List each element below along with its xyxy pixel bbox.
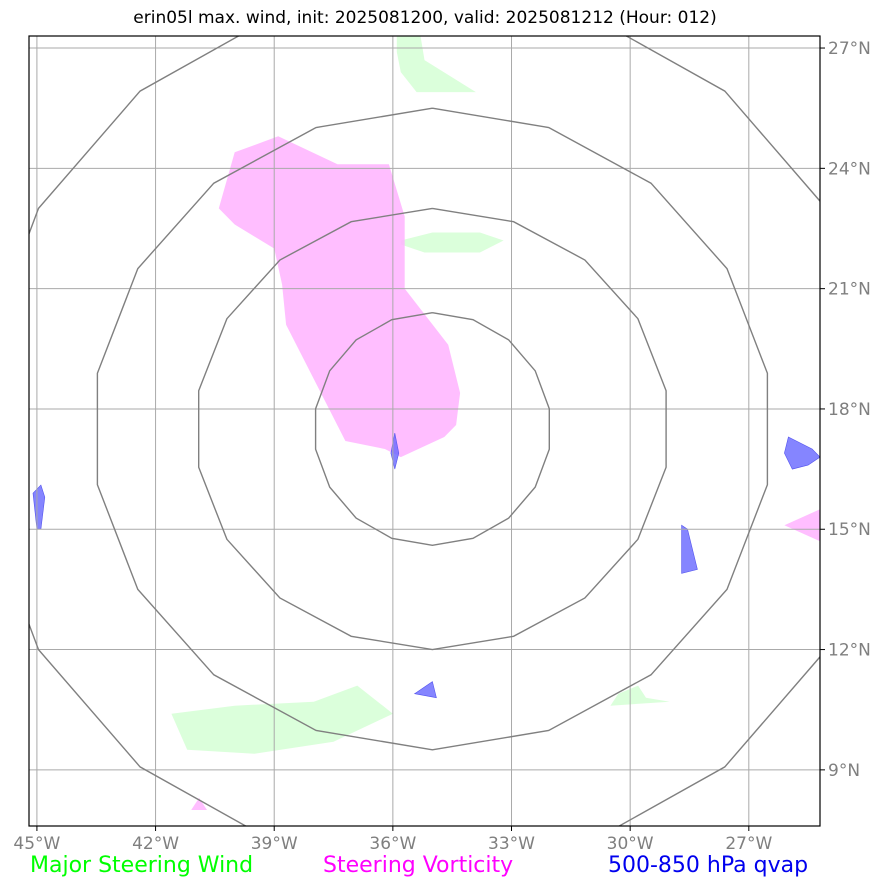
legend-steering-vorticity: Steering Vorticity [323, 853, 514, 878]
qvap-area [681, 524, 698, 574]
latitude-ticks: 27°N 24°N 21°N 18°N 15°N 12°N 9°N [820, 39, 871, 781]
x-tick-label: 45°W [13, 834, 60, 854]
x-tick-label: 36°W [369, 834, 416, 854]
map-title: erin05l max. wind, init: 2025081200, val… [133, 8, 717, 28]
x-tick-label: 27°W [725, 834, 772, 854]
longitude-ticks: 45°W 42°W 39°W 36°W 33°W 30°W 27°W [13, 826, 772, 854]
vorticity-area [191, 797, 207, 810]
map-frame [28, 35, 821, 827]
range-ring [314, 312, 550, 547]
qvap-area [784, 436, 820, 470]
vorticity-area [218, 136, 461, 458]
y-tick-label: 24°N [828, 159, 871, 179]
x-tick-label: 33°W [488, 834, 535, 854]
wind-area [171, 685, 393, 754]
y-tick-label: 21°N [828, 280, 871, 300]
qvap-area [413, 681, 437, 699]
y-tick-label: 12°N [828, 641, 871, 661]
range-ring [96, 107, 769, 751]
x-tick-label: 39°W [251, 834, 298, 854]
graticule [29, 36, 820, 826]
legend-qvap: 500-850 hPa qvap [608, 853, 809, 878]
features-layer [32, 36, 820, 810]
vorticity-area [784, 509, 820, 542]
range-ring [29, 36, 820, 826]
legend-steering-wind: Major Steering Wind [30, 853, 254, 878]
x-tick-label: 30°W [607, 834, 654, 854]
wind-area [610, 685, 670, 706]
y-tick-label: 18°N [828, 400, 871, 420]
x-tick-label: 42°W [132, 834, 179, 854]
range-rings [29, 36, 820, 826]
y-tick-label: 27°N [828, 39, 871, 59]
y-tick-label: 9°N [828, 761, 860, 781]
qvap-area [32, 484, 46, 530]
wind-area [396, 36, 476, 93]
range-ring [197, 207, 667, 651]
wind-area [400, 232, 504, 253]
y-tick-label: 15°N [828, 520, 871, 540]
